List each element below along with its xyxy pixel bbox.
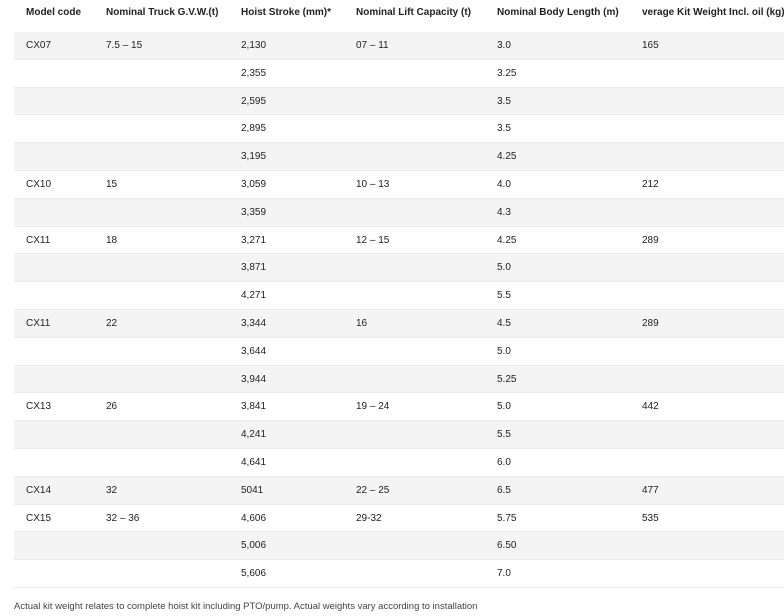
table-cell: 4,641 [241,457,267,468]
table-cell: 289 [642,234,659,246]
table-cell: 4,241 [241,429,267,441]
table-cell: 22 – 25 [356,484,390,496]
table-cell: 5.75 [497,512,517,524]
table-cell: 3,944 [241,373,267,385]
table-cell: 4.0 [497,179,511,190]
table-row [14,143,784,171]
table-row [14,171,784,199]
table-cell: CX11 [26,234,51,246]
table-row [14,476,784,505]
table-cell: 3.0 [497,40,511,51]
table-cell: 289 [642,318,659,329]
table-cell: 3,359 [241,206,267,218]
table-cell: 26 [106,401,118,413]
table-cell: 3,271 [241,234,267,246]
table-cell: 07 – 11 [356,40,389,51]
table-cell: 2,895 [241,123,267,135]
table-row [14,532,784,561]
table-cell: 2,130 [241,40,267,51]
table-row [14,560,784,588]
table-cell: 3,195 [241,151,267,163]
table-cell: 5,606 [241,568,267,580]
table-row [14,421,784,449]
table-row [14,115,784,144]
table-cell: 3,871 [241,262,267,274]
table-cell: 2,355 [241,67,267,79]
table-row [14,254,784,283]
table-cell: 3,059 [241,179,267,190]
table-cell: 477 [642,484,659,496]
table-row [14,32,784,60]
table-cell: 22 [106,318,118,329]
table-cell: 3.5 [497,95,511,107]
table-row [14,393,784,422]
table-cell: 165 [642,40,659,51]
table-row [14,337,784,366]
table-cell: 5.5 [497,290,511,302]
table-cell: 4.25 [497,151,517,163]
table-cell: 5,006 [241,540,267,552]
table-cell: 5.0 [497,262,511,274]
table-cell: 10 – 13 [356,179,390,190]
table-cell: CX11 [26,318,51,329]
table-cell: CX15 [26,512,52,524]
table-cell: 5.0 [497,345,511,357]
table-cell: 6.0 [497,457,511,468]
table-cell: 6.5 [497,484,511,496]
table-cell: 15 [106,179,118,190]
table-cell: 4.25 [497,234,517,246]
table-cell: 5.5 [497,429,511,441]
table-cell: 12 – 15 [356,234,390,246]
table-row [14,226,784,255]
table-row [14,282,784,310]
table-cell: 18 [106,234,118,246]
table-cell: 3,841 [241,401,267,413]
header-cell: Nominal Body Length (m) [497,7,619,18]
table-cell: 4,606 [241,512,267,524]
table-cell: 5.0 [497,401,511,413]
header-cell: verage Kit Weight Incl. oil (kg) [642,7,784,18]
table-cell: 7.0 [497,568,511,580]
table-cell: 5041 [241,484,264,496]
table-cell: 32 – 36 [106,512,140,524]
table-cell: 4,271 [241,290,267,302]
table-cell: 212 [642,179,659,190]
header-cell: Nominal Truck G.V.W.(t) [106,7,219,18]
table-cell: 3,344 [241,318,267,329]
footnote: Actual kit weight relates to complete ho… [14,601,478,612]
table-cell: 29-32 [356,512,382,524]
table-row [14,365,784,394]
table-cell: 7.5 – 15 [106,40,143,51]
table-cell: 4.5 [497,318,511,329]
table-cell: 5.25 [497,373,517,385]
table-cell: 3.5 [497,123,511,135]
table-row [14,198,784,227]
table-cell: 19 – 24 [356,401,390,413]
table-cell: 16 [356,318,368,329]
table-cell: 4.3 [497,206,511,218]
table-row [14,87,784,116]
table-row [14,310,784,338]
table-row [14,504,784,533]
table-cell: 3,644 [241,345,267,357]
header-cell: Model code [26,7,82,18]
header-cell: Hoist Stroke (mm)* [241,7,332,18]
table-cell: CX13 [26,401,52,413]
table-cell: CX10 [26,179,52,190]
table-row [14,449,784,477]
table-cell: 6.50 [497,540,517,552]
table-cell: 32 [106,484,118,496]
table-cell: 2,595 [241,95,267,107]
table-cell: 535 [642,512,659,524]
header-cell: Nominal Lift Capacity (t) [356,7,472,18]
table: Model code Nominal Truck G.V.W.(t) Hoist S… [14,7,784,588]
table-row [14,59,784,88]
table-cell: CX14 [26,484,52,496]
table-cell: 442 [642,401,659,413]
table-cell: CX07 [26,40,52,51]
table-cell: 3.25 [497,67,517,79]
